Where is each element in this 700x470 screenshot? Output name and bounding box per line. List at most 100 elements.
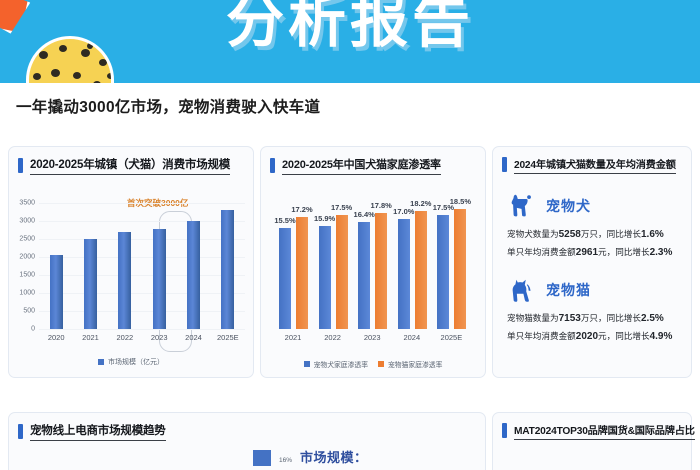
penetration-bar-cat [414, 210, 427, 329]
pet-dog-count: 5258 [558, 229, 581, 240]
x-axis-tick-label: 2021 [284, 333, 302, 342]
penetration-value-label: 17.2% [291, 205, 313, 215]
gridline [39, 257, 245, 258]
panel-ecommerce-trend: 宠物线上电商市场规模趋势 16% 市场规模： [8, 412, 486, 470]
gridline [39, 293, 245, 294]
gridline [39, 275, 245, 276]
market-size-bar [84, 239, 97, 329]
pet-cat-block: 宠物猫 宠物猫数量为7153万只，同比增长2.5% 单只年均消费金额2020元，… [507, 275, 681, 345]
panel-ecommerce-title: 宠物线上电商市场规模趋势 [30, 422, 166, 441]
penetration-value-label: 17.5% [432, 203, 455, 213]
x-axis-tick-label: 2024 [403, 333, 421, 342]
dog-icon [511, 194, 531, 217]
gridline [39, 203, 245, 204]
x-axis-tick-label: 2023 [150, 333, 168, 342]
legend-swatch-market-size [98, 359, 104, 365]
legend-label-market-size: 市场规模（亿元） [108, 359, 164, 366]
pet-dog-spend-growth: 2.3% [649, 246, 673, 258]
penetration-bar-cat [375, 213, 388, 329]
pet-cat-line2-mid: 元，同比增长 [598, 330, 650, 341]
penetration-bar-dog [358, 222, 371, 329]
market-size-bar [221, 210, 235, 329]
pet-cat-count: 7153 [558, 313, 581, 324]
pet-dog-line1-pre: 宠物犬数量为 [507, 229, 559, 239]
penetration-group: 17.0% 18.2% 2024 [393, 198, 432, 342]
panel-penetration-title: 2020-2025年中国犬猫家庭渗透率 [282, 156, 441, 175]
penetration-bar-dog [318, 225, 331, 329]
penetration-group: 15.9% 17.5% 2022 [313, 199, 352, 342]
x-axis-tick-label: 2022 [116, 333, 134, 342]
x-axis-tick-label: 2024 [185, 333, 202, 342]
x-axis-tick-label: 2023 [363, 333, 381, 342]
penetration-bar-dog [437, 215, 450, 329]
market-size-bar [152, 228, 166, 329]
penetration-value-label: 15.9% [313, 213, 336, 223]
pet-dog-line-1: 宠物犬数量为5258万只，同比增长1.6% [507, 226, 681, 244]
penetration-group: 17.5% 18.5% 2025E [432, 196, 472, 342]
penetration-plot-area: 15.5% 17.2% 2021 15.9% 17.5% 2022 16.4% 17.8% 20… [274, 196, 473, 342]
penetration-group: 16.4% 17.8% 2023 [353, 199, 392, 342]
pet-cat-spend: 2020 [575, 330, 599, 342]
panel-brand-header: MAT2024TOP30品牌国货&国际品牌占比 [502, 422, 695, 440]
penetration-value-label: 17.8% [370, 201, 392, 211]
pet-dog-line1-mid: 万只，同比增长 [580, 229, 641, 239]
panel-market-size-header: 2020-2025年城镇（犬猫）消费市场规模 [18, 156, 245, 175]
penetration-value-label: 18.5% [449, 196, 472, 206]
panel-market-size: 2020-2025年城镇（犬猫）消费市场规模 首次突破3000亿 0 500 100… [8, 146, 254, 378]
pet-cat-name: 宠物猫 [546, 282, 591, 298]
gridline [39, 329, 245, 330]
header-accent-bar [18, 157, 23, 173]
header-accent-bar [270, 157, 275, 173]
y-axis-tick-label: 1000 [19, 289, 35, 297]
pet-cat-line2-pre: 单只年均消费金额 [507, 330, 576, 341]
ecommerce-bar [253, 450, 271, 466]
market-size-plot-area: 0 500 1000 1500 2000 2500 3000 3500 2020 2021 2022… [19, 200, 245, 342]
pet-cat-line1-pre: 宠物猫数量为 [507, 313, 559, 323]
pet-dog-block: 宠物犬 宠物犬数量为5258万只，同比增长1.6% 单只年均消费金额2961元，… [507, 191, 681, 261]
page-title: 分析报告 [225, 0, 474, 54]
penetration-bar-cat [335, 215, 348, 329]
legend-label-cat: 宠物猫家庭渗透率 [388, 362, 443, 369]
pet-cat-spend-growth: 4.9% [649, 330, 673, 342]
ecommerce-bar-label: 16% [279, 457, 293, 464]
y-axis-tick-label: 0 [31, 325, 35, 333]
cat-icon [512, 279, 531, 302]
penetration-bar-cat [454, 208, 467, 329]
pet-dog-growth: 1.6% [641, 229, 664, 240]
penetration-value-label: 18.2% [410, 198, 432, 208]
ecommerce-preview-group: 16% 市场规模： [253, 447, 368, 466]
panel-brand-title: MAT2024TOP30品牌国货&国际品牌占比 [514, 422, 695, 440]
x-axis-tick-label: 2021 [82, 333, 99, 342]
legend-label-dog: 宠物犬家庭渗透率 [313, 362, 368, 369]
penetration-value-label: 16.4% [353, 210, 375, 220]
y-axis-tick-label: 500 [23, 307, 35, 315]
panel-penetration-header: 2020-2025年中国犬猫家庭渗透率 [270, 156, 477, 175]
panel-pet-counts-header: 2024年城镇犬猫数量及年均消费金额 [502, 156, 683, 174]
panel-ecommerce-header: 宠物线上电商市场规模趋势 [18, 422, 477, 441]
gridline [39, 239, 245, 240]
pet-cat-line-2: 单只年均消费金额2020元，同比增长4.9% [507, 328, 681, 346]
market-size-bar [187, 220, 200, 329]
market-size-legend: 市场规模（亿元） [9, 357, 253, 367]
penetration-bar-cat [296, 217, 308, 329]
pet-dog-spend: 2961 [575, 246, 599, 258]
y-axis-tick-label: 3000 [19, 217, 35, 225]
market-size-bar [118, 231, 132, 329]
pet-dog-line2-mid: 元，同比增长 [598, 246, 650, 257]
y-axis-tick-label: 2500 [19, 235, 35, 243]
penetration-group: 15.5% 17.2% 2021 [274, 199, 313, 342]
panel-market-size-title: 2020-2025年城镇（犬猫）消费市场规模 [30, 156, 230, 175]
header-accent-bar [18, 423, 23, 439]
x-axis-tick-label: 2025E [216, 333, 239, 342]
penetration-legend: 宠物犬家庭渗透率 宠物猫家庭渗透率 [261, 359, 485, 369]
pet-dog-line2-pre: 单只年均消费金额 [507, 246, 576, 257]
gridline [39, 311, 245, 312]
header-accent-bar [502, 157, 507, 173]
pet-cat-line1-mid: 万只，同比增长 [580, 313, 641, 323]
legend-swatch-cat [378, 361, 384, 367]
header-banner: 分析报告 [0, 0, 700, 83]
panel-penetration: 2020-2025年中国犬猫家庭渗透率 15.5% 17.2% 2021 15.9% 1… [260, 146, 486, 378]
ecommerce-mid-label: 市场规模： [300, 450, 368, 465]
header-accent-bar [502, 423, 507, 439]
x-axis-tick-label: 2022 [324, 333, 341, 342]
